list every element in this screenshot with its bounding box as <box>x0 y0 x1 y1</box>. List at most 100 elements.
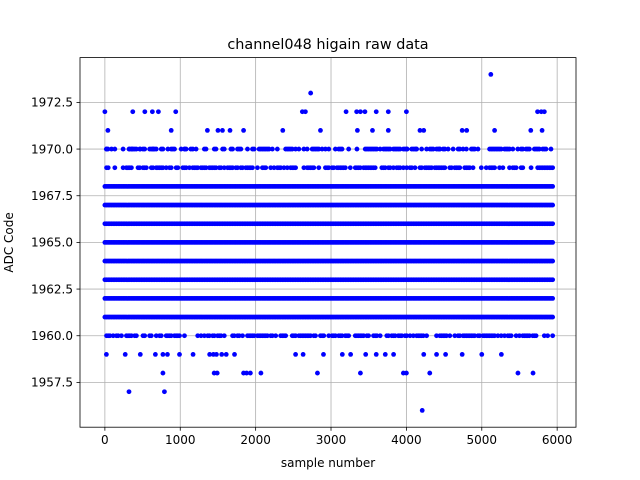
data-point <box>460 146 466 152</box>
data-point <box>354 127 360 133</box>
data-point <box>475 146 481 152</box>
data-point <box>152 352 158 357</box>
data-point <box>492 333 497 339</box>
data-point <box>232 352 237 357</box>
data-point <box>362 109 368 115</box>
data-point <box>293 146 298 152</box>
data-point <box>281 165 287 171</box>
data-point <box>427 370 433 376</box>
data-point <box>153 333 159 339</box>
data-point <box>137 165 143 171</box>
data-point <box>214 370 220 376</box>
data-point <box>479 352 485 357</box>
data-point <box>372 165 378 171</box>
data-point <box>447 333 453 339</box>
data-point <box>434 333 439 339</box>
data-point <box>150 146 156 152</box>
data-point <box>235 165 240 171</box>
data-point <box>168 127 174 133</box>
data-point <box>126 389 132 395</box>
data-point <box>219 352 225 357</box>
y-tick-label: 1965.0 <box>31 236 73 250</box>
data-point <box>220 127 225 133</box>
data-point <box>502 333 507 339</box>
data-point <box>283 333 289 339</box>
data-point <box>316 165 322 171</box>
data-point <box>541 109 547 115</box>
data-point <box>492 127 497 133</box>
data-point <box>273 333 279 339</box>
data-point <box>231 333 237 339</box>
data-point <box>230 146 235 152</box>
data-point <box>269 146 275 152</box>
data-point <box>513 165 519 171</box>
data-point <box>361 333 366 339</box>
data-point <box>293 165 298 171</box>
data-point <box>165 146 171 152</box>
data-point <box>457 333 463 339</box>
data-point <box>543 146 549 152</box>
data-point <box>251 333 257 339</box>
x-tick-label: 2000 <box>240 433 271 447</box>
data-point <box>450 146 456 152</box>
data-point <box>326 165 332 171</box>
y-tick-label: 1957.5 <box>31 376 73 390</box>
data-point <box>263 165 269 171</box>
x-tick-label: 6000 <box>542 433 573 447</box>
data-point <box>437 146 442 152</box>
data-point <box>517 333 522 339</box>
data-point <box>331 165 337 171</box>
data-point <box>177 333 182 339</box>
data-point <box>332 146 338 152</box>
data-point <box>373 352 379 357</box>
data-point <box>373 109 379 115</box>
data-point <box>213 165 219 171</box>
data-point <box>130 109 136 115</box>
data-point <box>129 146 135 152</box>
data-point <box>133 333 139 339</box>
data-point <box>397 165 403 171</box>
data-point <box>354 146 360 152</box>
data-point <box>495 333 501 339</box>
data-point <box>346 146 352 152</box>
data-point <box>284 165 290 171</box>
data-point <box>421 127 427 133</box>
data-point <box>296 146 302 152</box>
data-point <box>221 333 227 339</box>
data-point <box>387 165 393 171</box>
data-point <box>311 165 317 171</box>
data-point <box>497 165 502 171</box>
data-point <box>148 333 154 339</box>
x-tick-label: 4000 <box>391 433 422 447</box>
data-point <box>274 146 280 152</box>
data-point <box>391 165 396 171</box>
data-point <box>221 146 227 152</box>
data-point <box>301 146 307 152</box>
data-point <box>500 165 506 171</box>
data-point <box>269 333 275 339</box>
data-point <box>120 165 126 171</box>
data-point <box>429 165 434 171</box>
data-point <box>419 408 425 413</box>
data-point <box>218 333 224 339</box>
data-point <box>107 333 113 339</box>
data-point <box>507 165 512 171</box>
data-point <box>391 352 396 357</box>
data-point <box>550 277 556 283</box>
data-point <box>238 146 244 152</box>
data-point <box>463 146 469 152</box>
data-point <box>160 352 166 357</box>
data-point <box>483 165 489 171</box>
data-point <box>207 352 213 357</box>
data-point <box>326 333 332 339</box>
data-point <box>244 370 249 376</box>
data-point <box>105 165 111 171</box>
data-point <box>168 333 174 339</box>
data-point <box>399 333 405 339</box>
data-point <box>313 333 318 339</box>
data-point <box>530 370 536 376</box>
data-point <box>308 90 314 96</box>
data-point <box>332 333 338 339</box>
data-point <box>301 165 307 171</box>
data-point <box>278 165 284 171</box>
